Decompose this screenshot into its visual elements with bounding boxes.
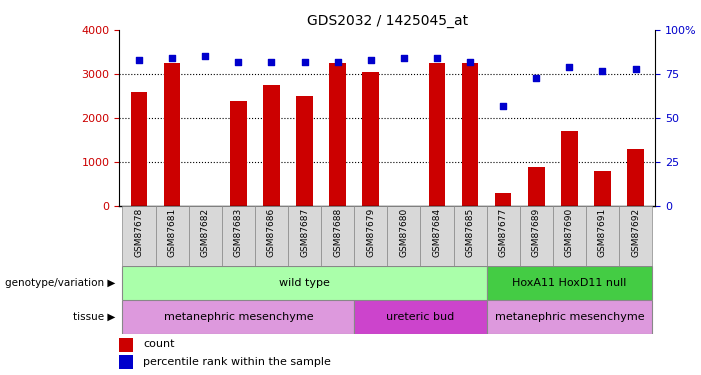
Bar	[462, 63, 478, 206]
Point	[233, 59, 244, 65]
Text: count: count	[143, 339, 175, 349]
Bar	[321, 206, 354, 266]
Bar	[119, 355, 132, 369]
Bar	[495, 193, 512, 206]
Bar	[486, 300, 652, 334]
Bar	[362, 72, 379, 206]
Bar	[354, 300, 486, 334]
Point	[365, 57, 376, 63]
Text: metanephric mesenchyme: metanephric mesenchyme	[163, 312, 313, 322]
Bar	[263, 85, 280, 206]
Point	[630, 66, 641, 72]
Bar	[230, 100, 247, 206]
Bar	[586, 206, 619, 266]
Point	[531, 75, 542, 81]
Text: GSM87690: GSM87690	[565, 208, 574, 257]
Bar	[553, 206, 586, 266]
Bar	[288, 206, 321, 266]
Bar	[189, 206, 222, 266]
Bar	[619, 206, 652, 266]
Text: GSM87684: GSM87684	[433, 208, 442, 257]
Bar	[131, 92, 147, 206]
Text: GSM87680: GSM87680	[400, 208, 409, 257]
Text: genotype/variation ▶: genotype/variation ▶	[6, 278, 116, 288]
Bar	[123, 206, 156, 266]
Bar	[486, 206, 519, 266]
Text: GSM87687: GSM87687	[300, 208, 309, 257]
Bar	[164, 63, 180, 206]
Point	[133, 57, 144, 63]
Text: GSM87685: GSM87685	[465, 208, 475, 257]
Point	[465, 59, 476, 65]
Bar	[297, 96, 313, 206]
Bar	[119, 338, 132, 352]
Text: HoxA11 HoxD11 null: HoxA11 HoxD11 null	[512, 278, 627, 288]
Text: GSM87682: GSM87682	[200, 208, 210, 257]
Bar	[561, 131, 578, 206]
Text: tissue ▶: tissue ▶	[74, 312, 116, 322]
Bar	[156, 206, 189, 266]
Bar	[594, 171, 611, 206]
Point	[266, 59, 277, 65]
Point	[200, 54, 211, 60]
Bar	[255, 206, 288, 266]
Bar	[222, 206, 255, 266]
Text: GSM87679: GSM87679	[366, 208, 375, 257]
Bar	[519, 206, 553, 266]
Point	[299, 59, 310, 65]
Bar	[123, 300, 354, 334]
Text: GSM87686: GSM87686	[267, 208, 276, 257]
Text: wild type: wild type	[279, 278, 330, 288]
Point	[564, 64, 575, 70]
Bar	[123, 266, 486, 300]
Point	[431, 55, 442, 61]
Point	[597, 68, 608, 74]
Bar	[429, 63, 445, 206]
Point	[332, 59, 343, 65]
Text: GSM87681: GSM87681	[168, 208, 177, 257]
Text: GSM87677: GSM87677	[498, 208, 508, 257]
Text: GSM87692: GSM87692	[631, 208, 640, 257]
Point	[498, 103, 509, 109]
Bar	[354, 206, 387, 266]
Text: GSM87678: GSM87678	[135, 208, 144, 257]
Bar	[329, 63, 346, 206]
Text: GSM87691: GSM87691	[598, 208, 607, 257]
Text: GSM87683: GSM87683	[234, 208, 243, 257]
Bar	[528, 166, 545, 206]
Point	[167, 55, 178, 61]
Text: ureteric bud: ureteric bud	[386, 312, 454, 322]
Title: GDS2032 / 1425045_at: GDS2032 / 1425045_at	[307, 13, 468, 28]
Bar	[627, 149, 644, 206]
Bar	[421, 206, 454, 266]
Text: GSM87688: GSM87688	[333, 208, 342, 257]
Text: metanephric mesenchyme: metanephric mesenchyme	[494, 312, 644, 322]
Point	[398, 55, 409, 61]
Bar	[454, 206, 486, 266]
Text: GSM87689: GSM87689	[532, 208, 540, 257]
Bar	[486, 266, 652, 300]
Bar	[388, 206, 421, 266]
Text: percentile rank within the sample: percentile rank within the sample	[143, 357, 331, 367]
